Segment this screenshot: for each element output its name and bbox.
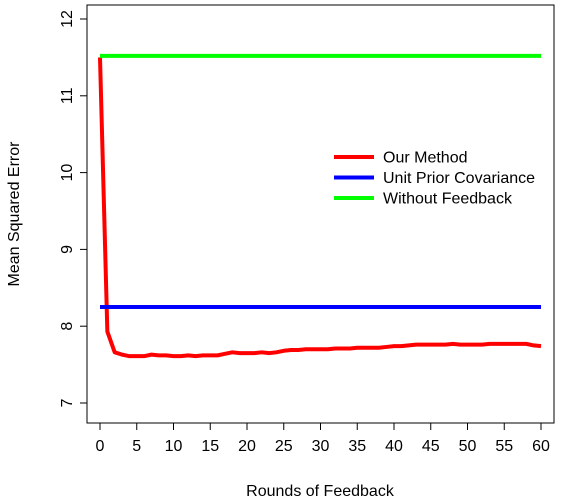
y-tick-label: 11	[59, 87, 76, 104]
plot-frame	[86, 4, 555, 424]
legend-label-without-feedback: Without Feedback	[383, 191, 513, 208]
y-tick-label: 12	[59, 10, 76, 28]
legend-label-our-method: Our Method	[383, 150, 467, 167]
x-tick-label: 30	[312, 438, 330, 455]
x-tick-label: 60	[532, 438, 550, 455]
y-axis-title: Mean Squared Error	[6, 141, 23, 287]
legend: Our Method Unit Prior Covariance Without F…	[334, 150, 535, 208]
y-tick-label: 8	[59, 322, 76, 331]
x-axis: 0 5 10 15 20 25 30 35 40 45 50 55 60	[96, 422, 550, 455]
x-tick-label: 35	[348, 438, 366, 455]
y-tick-label: 7	[59, 398, 76, 407]
x-tick-label: 50	[459, 438, 477, 455]
x-tick-label: 15	[201, 438, 219, 455]
x-tick-label: 45	[422, 438, 440, 455]
legend-label-unit-prior-covariance: Unit Prior Covariance	[383, 170, 535, 187]
x-tick-label: 0	[96, 438, 105, 455]
x-tick-label: 5	[132, 438, 141, 455]
x-tick-label: 20	[238, 438, 256, 455]
x-tick-label: 55	[495, 438, 513, 455]
series-layer	[98, 53, 542, 359]
y-axis: 7 8 9 10 11 12	[59, 10, 88, 407]
x-tick-label: 10	[165, 438, 183, 455]
x-tick-label: 25	[275, 438, 293, 455]
x-axis-title: Rounds of Feedback	[246, 483, 395, 500]
x-tick-label: 40	[385, 438, 403, 455]
series-line-our-method	[98, 57, 542, 359]
y-tick-label: 9	[59, 245, 76, 254]
y-tick-label: 10	[59, 164, 76, 182]
